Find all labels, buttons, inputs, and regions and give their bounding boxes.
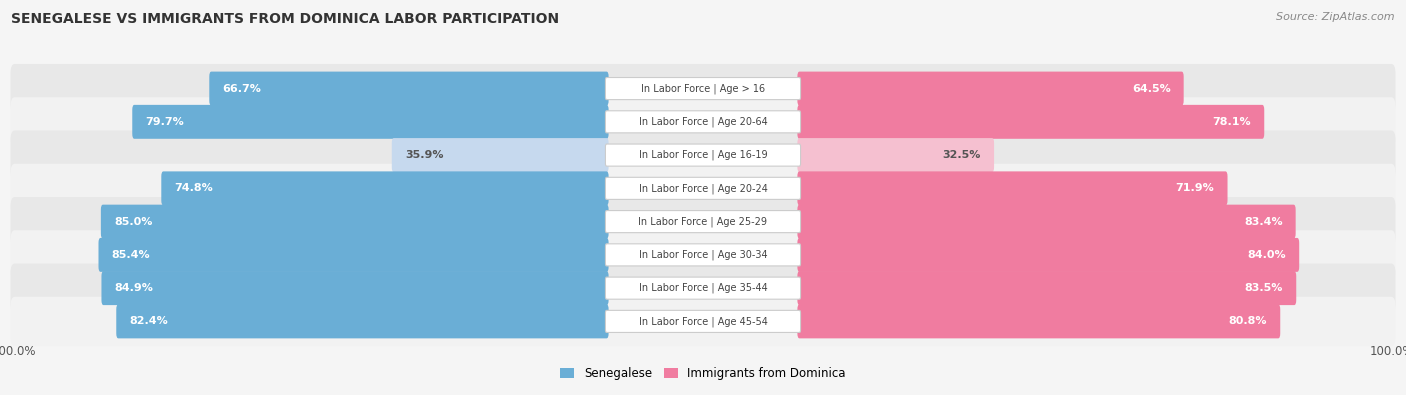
FancyBboxPatch shape: [132, 105, 609, 139]
FancyBboxPatch shape: [10, 97, 1396, 147]
Text: 64.5%: 64.5%: [1132, 84, 1171, 94]
Text: 85.4%: 85.4%: [111, 250, 150, 260]
Text: In Labor Force | Age 20-64: In Labor Force | Age 20-64: [638, 117, 768, 127]
FancyBboxPatch shape: [606, 111, 800, 133]
FancyBboxPatch shape: [10, 164, 1396, 213]
FancyBboxPatch shape: [606, 310, 800, 333]
Text: 66.7%: 66.7%: [222, 84, 262, 94]
Text: In Labor Force | Age 25-29: In Labor Force | Age 25-29: [638, 216, 768, 227]
FancyBboxPatch shape: [606, 211, 800, 233]
FancyBboxPatch shape: [606, 177, 800, 199]
FancyBboxPatch shape: [606, 277, 800, 299]
Text: In Labor Force | Age 20-24: In Labor Force | Age 20-24: [638, 183, 768, 194]
Text: 78.1%: 78.1%: [1212, 117, 1251, 127]
FancyBboxPatch shape: [797, 71, 1184, 105]
Text: In Labor Force | Age 16-19: In Labor Force | Age 16-19: [638, 150, 768, 160]
FancyBboxPatch shape: [606, 77, 800, 100]
FancyBboxPatch shape: [117, 305, 609, 339]
Text: 32.5%: 32.5%: [942, 150, 981, 160]
Text: Source: ZipAtlas.com: Source: ZipAtlas.com: [1277, 12, 1395, 22]
FancyBboxPatch shape: [209, 71, 609, 105]
FancyBboxPatch shape: [797, 271, 1296, 305]
Text: 80.8%: 80.8%: [1229, 316, 1267, 326]
Legend: Senegalese, Immigrants from Dominica: Senegalese, Immigrants from Dominica: [555, 363, 851, 385]
Text: 82.4%: 82.4%: [129, 316, 169, 326]
Text: 79.7%: 79.7%: [145, 117, 184, 127]
FancyBboxPatch shape: [797, 205, 1296, 239]
Text: In Labor Force | Age > 16: In Labor Force | Age > 16: [641, 83, 765, 94]
FancyBboxPatch shape: [392, 138, 609, 172]
FancyBboxPatch shape: [797, 305, 1281, 339]
FancyBboxPatch shape: [98, 238, 609, 272]
FancyBboxPatch shape: [10, 64, 1396, 113]
Text: 83.4%: 83.4%: [1244, 216, 1282, 227]
Text: 84.9%: 84.9%: [114, 283, 153, 293]
Text: 71.9%: 71.9%: [1175, 183, 1215, 194]
Text: In Labor Force | Age 30-34: In Labor Force | Age 30-34: [638, 250, 768, 260]
FancyBboxPatch shape: [797, 105, 1264, 139]
FancyBboxPatch shape: [797, 138, 994, 172]
FancyBboxPatch shape: [10, 197, 1396, 246]
Text: 85.0%: 85.0%: [114, 216, 152, 227]
Text: 83.5%: 83.5%: [1244, 283, 1284, 293]
FancyBboxPatch shape: [10, 130, 1396, 180]
Text: In Labor Force | Age 35-44: In Labor Force | Age 35-44: [638, 283, 768, 293]
FancyBboxPatch shape: [797, 238, 1299, 272]
Text: In Labor Force | Age 45-54: In Labor Force | Age 45-54: [638, 316, 768, 327]
FancyBboxPatch shape: [606, 144, 800, 166]
Text: 35.9%: 35.9%: [405, 150, 443, 160]
FancyBboxPatch shape: [101, 205, 609, 239]
FancyBboxPatch shape: [797, 171, 1227, 205]
FancyBboxPatch shape: [10, 297, 1396, 346]
FancyBboxPatch shape: [606, 244, 800, 266]
FancyBboxPatch shape: [162, 171, 609, 205]
FancyBboxPatch shape: [10, 263, 1396, 313]
Text: 74.8%: 74.8%: [174, 183, 214, 194]
Text: 84.0%: 84.0%: [1247, 250, 1286, 260]
Text: SENEGALESE VS IMMIGRANTS FROM DOMINICA LABOR PARTICIPATION: SENEGALESE VS IMMIGRANTS FROM DOMINICA L…: [11, 12, 560, 26]
FancyBboxPatch shape: [101, 271, 609, 305]
FancyBboxPatch shape: [10, 230, 1396, 280]
